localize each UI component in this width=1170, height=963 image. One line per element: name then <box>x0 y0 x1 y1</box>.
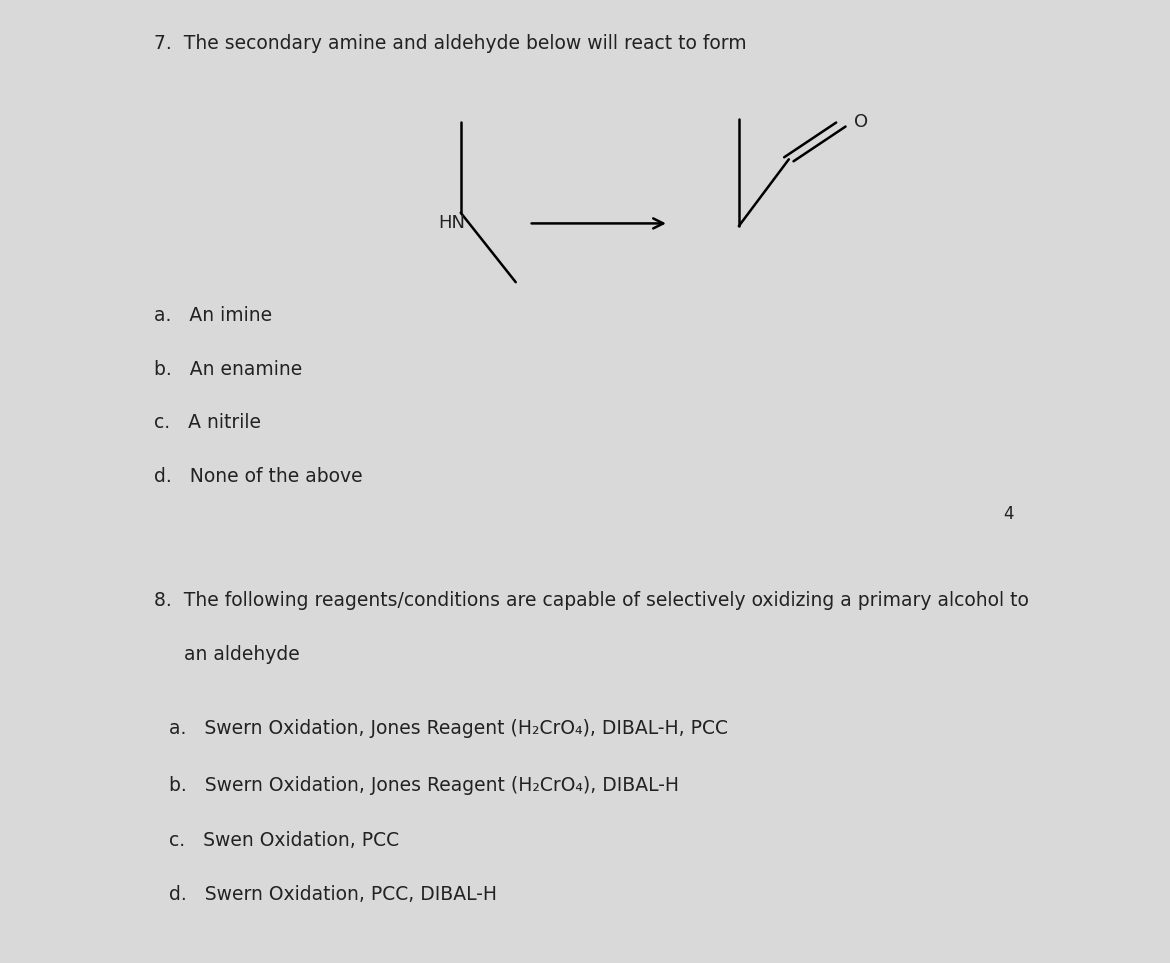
Text: an aldehyde: an aldehyde <box>153 645 300 664</box>
Text: HN: HN <box>439 215 466 232</box>
Text: c.   Swen Oxidation, PCC: c. Swen Oxidation, PCC <box>168 830 399 849</box>
Text: a.   Swern Oxidation, Jones Reagent (H₂CrO₄), DIBAL-H, PCC: a. Swern Oxidation, Jones Reagent (H₂CrO… <box>168 719 728 739</box>
Text: d.   None of the above: d. None of the above <box>153 467 363 485</box>
Text: d.   Swern Oxidation, PCC, DIBAL-H: d. Swern Oxidation, PCC, DIBAL-H <box>168 885 496 904</box>
Text: 8.  The following reagents/conditions are capable of selectively oxidizing a pri: 8. The following reagents/conditions are… <box>153 590 1028 610</box>
Text: 4: 4 <box>1004 505 1014 523</box>
Text: a.   An imine: a. An imine <box>153 306 271 325</box>
Text: 7.  The secondary amine and aldehyde below will react to form: 7. The secondary amine and aldehyde belo… <box>153 34 746 53</box>
Text: c.   A nitrile: c. A nitrile <box>153 413 261 432</box>
Text: b.   Swern Oxidation, Jones Reagent (H₂CrO₄), DIBAL-H: b. Swern Oxidation, Jones Reagent (H₂CrO… <box>168 776 679 794</box>
Text: b.   An enamine: b. An enamine <box>153 360 302 378</box>
Text: O: O <box>854 113 868 131</box>
